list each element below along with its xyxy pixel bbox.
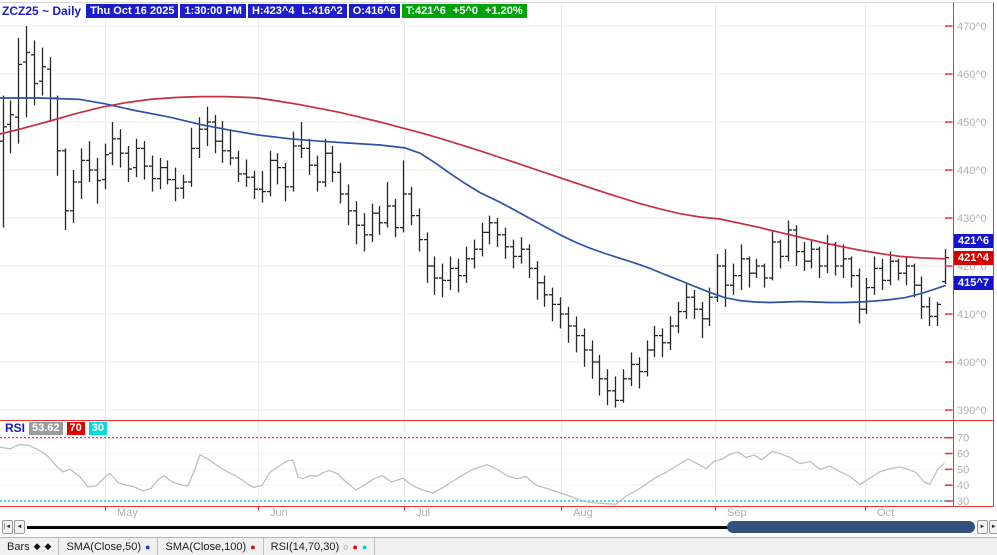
scroll-right-button[interactable]: ► — [977, 520, 988, 534]
sma100-color-dot-icon: ● — [250, 541, 256, 552]
toolbar-item-label: SMA(Close,50) — [66, 540, 142, 553]
separator-text: ~ — [42, 4, 50, 18]
symbol-timeframe-label[interactable]: ZCZ25 ~ Daily — [2, 4, 81, 18]
rsi-lower-color-dot-icon: ● — [361, 541, 368, 552]
change-pct-value: +1.20% — [485, 5, 523, 17]
time-box: 1:30:00 PM — [180, 4, 246, 18]
chart-header: ZCZ25 ~ Daily Thu Oct 16 2025 1:30:00 PM… — [2, 4, 527, 18]
rsi-axis-label: 40 — [957, 480, 969, 492]
sma50-color-dot-icon: ● — [145, 541, 151, 552]
scroll-end-button[interactable]: ►| — [989, 520, 997, 534]
time-scrollbar[interactable]: |◄ ◄ ► ►| — [0, 519, 997, 536]
scroll-home-button[interactable]: |◄ — [2, 520, 13, 534]
last-price-badge: 421^6 — [954, 233, 993, 248]
indicator-toolbar: Bars ◆ ◆ SMA(Close,50) ● SMA(Close,100) ● RSI(1… — [0, 537, 997, 555]
rsi-axis-label: 30 — [957, 496, 969, 508]
high-low-box: H:423^4 L:416^2 — [247, 4, 347, 18]
price-axis-label: 410^0 — [957, 309, 987, 321]
rsi-lower-band-badge: 30 — [88, 421, 108, 435]
scroll-left-button[interactable]: ◄ — [14, 520, 25, 534]
price-axis-label: 470^0 — [957, 21, 987, 33]
month-axis-label: Aug — [573, 507, 593, 518]
rsi-label[interactable]: RSI — [5, 421, 26, 435]
rsi-axis-label: 70 — [957, 433, 969, 445]
scrollbar-thumb[interactable] — [727, 521, 975, 533]
high-value: H:423^4 — [251, 5, 295, 17]
sma100-price-badge: 421^4 — [954, 250, 993, 265]
rsi-line-color-dot-icon: ○ — [343, 541, 349, 552]
rsi-value-badge: 53.62 — [29, 421, 63, 435]
toolbar-item-label: SMA(Close,100) — [165, 540, 247, 553]
month-axis-label: Oct — [877, 507, 894, 518]
symbol-text: ZCZ25 — [2, 4, 39, 18]
timeframe-text: Daily — [52, 4, 82, 18]
price-axis-label: 390^0 — [957, 405, 987, 417]
price-axis-label: 400^0 — [957, 357, 987, 369]
bar-style-diamond-icon: ◆ — [44, 541, 52, 551]
toolbar-item-sma-close-50-[interactable]: SMA(Close,50) ● — [59, 538, 159, 555]
price-axis-label: 430^0 — [957, 213, 987, 225]
price-chart-canvas[interactable]: 390^0400^0410^0420^0430^0440^0450^0460^0… — [0, 0, 997, 518]
toolbar-item-rsi-14-70-30-[interactable]: RSI(14,70,30) ○ ● ● — [263, 538, 376, 555]
bar-style-diamond-icon: ◆ — [33, 541, 41, 551]
price-axis-label: 450^0 — [957, 117, 987, 129]
low-value: L:416^2 — [301, 5, 343, 17]
rsi-upper-color-dot-icon: ● — [352, 541, 358, 552]
rsi-indicator-labels: RSI 53.62 70 30 — [5, 421, 108, 435]
price-axis-label: 440^0 — [957, 165, 987, 177]
open-box: O:416^6 — [348, 4, 400, 18]
toolbar-item-label: RSI(14,70,30) — [270, 540, 340, 553]
toolbar-item-bars[interactable]: Bars ◆ ◆ — [0, 538, 60, 555]
rsi-axis-label: 50 — [957, 464, 969, 476]
rsi-upper-band-badge: 70 — [66, 421, 85, 435]
toolbar-item-label: Bars — [7, 540, 30, 553]
month-axis-label: May — [117, 507, 138, 518]
price-axis-label: 460^0 — [957, 69, 987, 81]
month-axis-label: Jun — [270, 507, 288, 518]
toolbar-item-sma-close-100-[interactable]: SMA(Close,100) ● — [158, 538, 264, 555]
rsi-axis-label: 60 — [957, 449, 969, 461]
change-value: +5^0 — [452, 5, 479, 17]
month-axis-label: Sep — [727, 507, 747, 518]
date-box: Thu Oct 16 2025 — [86, 4, 179, 18]
last-trade-box: T:421^6 +5^0 +1.20% — [401, 4, 527, 18]
sma50-price-badge: 415^7 — [954, 275, 993, 290]
last-value: T:421^6 — [405, 5, 446, 17]
scrollbar-track[interactable] — [27, 526, 974, 529]
month-axis-label: Jul — [416, 507, 430, 518]
